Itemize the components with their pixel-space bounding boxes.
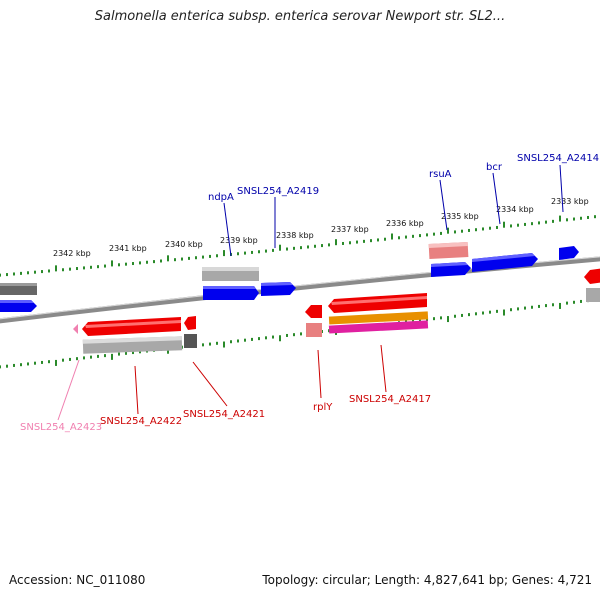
leader-line-a2423 [57, 359, 80, 421]
scale-label: 2339 kbp [220, 236, 258, 245]
leader-line-rplY [317, 349, 322, 399]
gene-label-a2422[interactable]: SNSL254_A2422 [100, 416, 182, 427]
scale-label: 2334 kbp [496, 205, 534, 214]
gene-label-ndpA[interactable]: ndpA [208, 192, 234, 203]
forward-cds-bcr-shine [472, 253, 535, 262]
scale-label: 2340 kbp [165, 240, 203, 249]
feature-orange-a2417[interactable] [328, 311, 429, 325]
gene-label-rplY[interactable]: rplY [313, 402, 333, 413]
leader-line-a2414 [559, 164, 564, 213]
feature-dark-left-shine [0, 283, 37, 286]
reverse-cds-right-edge[interactable] [584, 268, 600, 284]
scale-label: 2335 kbp [441, 212, 479, 221]
gene-label-bcr[interactable]: bcr [486, 162, 503, 173]
leader-line-a2421 [192, 361, 228, 407]
reverse-cds-rplY[interactable] [305, 305, 322, 318]
scale-label: 2337 kbp [331, 225, 369, 234]
feature-gray-right-edge[interactable] [586, 288, 600, 302]
gene-label-a2419[interactable]: SNSL254_A2419 [237, 186, 319, 197]
leader-line-a2417 [380, 344, 387, 393]
feature-pink-rplY[interactable] [306, 323, 322, 337]
leader-line-a2422 [134, 365, 139, 415]
scale-label: 2333 kbp [551, 197, 589, 206]
reverse-cds-a2421[interactable] [184, 316, 196, 330]
feature-gray-a2422-shine [82, 336, 182, 344]
pseudo-feature-a2423[interactable] [73, 324, 78, 334]
gene-label-rsuA[interactable]: rsuA [429, 169, 452, 180]
gene-label-a2417[interactable]: SNSL254_A2417 [349, 394, 431, 405]
scale-label: 2338 kbp [276, 231, 314, 240]
scale-label: 2341 kbp [109, 244, 147, 253]
leader-line-bcr [492, 172, 501, 225]
topology-text: Topology: circular; Length: 4,827,641 bp… [262, 573, 592, 587]
reverse-cds-a2422-shine [85, 320, 181, 328]
gene-label-a2421[interactable]: SNSL254_A2421 [183, 409, 265, 420]
gene-label-a2423[interactable]: SNSL254_A2423 [20, 422, 102, 433]
feature-pink-rsuA-shine [428, 241, 468, 248]
forward-cds-a2414[interactable] [559, 246, 579, 260]
feature-dark-a2421[interactable] [184, 334, 197, 348]
reverse-cds-a2417-shine [331, 296, 427, 305]
forward-cds-ndpA[interactable] [203, 286, 259, 300]
leader-line-ndpA [223, 202, 232, 257]
upper-scale-ruler [0, 215, 596, 277]
scale-label: 2336 kbp [386, 219, 424, 228]
feature-gray-ndpA-shine [202, 267, 259, 271]
forward-cds-a2419-shine [261, 282, 293, 286]
feature-magenta-a2417[interactable] [328, 320, 429, 334]
map-title: Salmonella enterica subsp. enterica sero… [94, 9, 506, 24]
forward-cds-ndpA-shine [203, 286, 256, 289]
accession-text: Accession: NC_011080 [9, 573, 146, 587]
forward-cds-left-shine [0, 300, 34, 303]
scale-label: 2342 kbp [53, 249, 91, 258]
forward-cds-rsuA-shine [431, 262, 468, 267]
leader-line-rsuA [439, 179, 448, 231]
gene-label-a2414[interactable]: SNSL254_A2414 [517, 153, 599, 164]
